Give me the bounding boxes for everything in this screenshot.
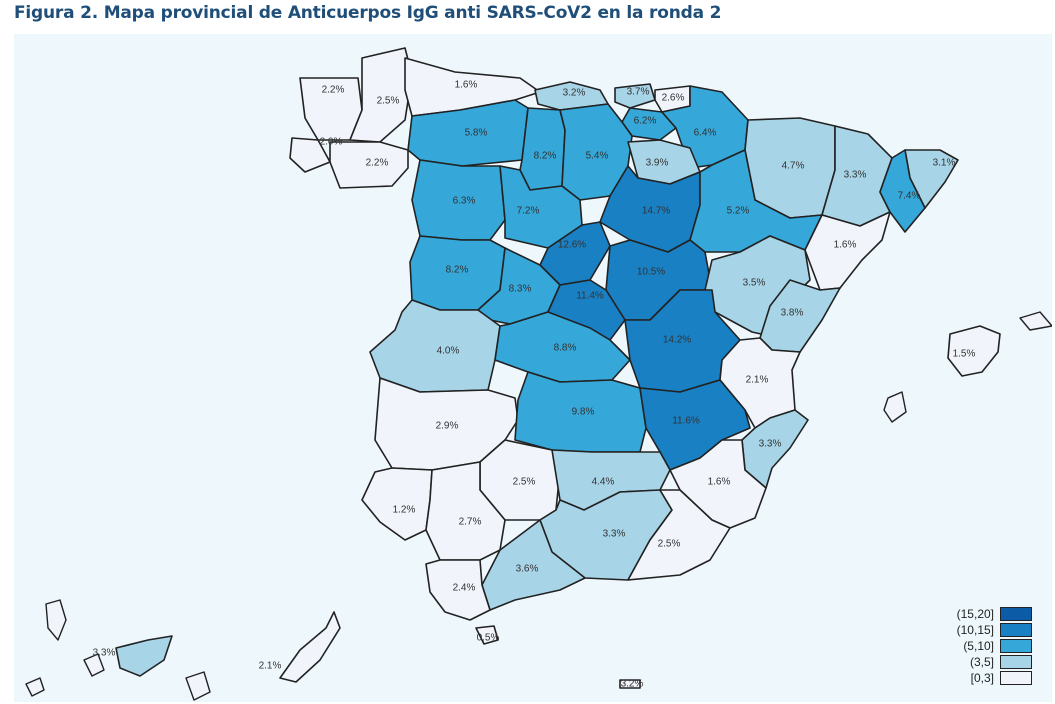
province-shape[interactable] xyxy=(115,635,173,677)
province-value-label: 6.3% xyxy=(453,196,476,207)
province-shape[interactable] xyxy=(947,325,1001,377)
legend-label: (3,5] xyxy=(969,655,994,669)
province-value-label: 4.0% xyxy=(437,346,460,357)
legend-label: [0,3] xyxy=(970,671,994,685)
province-value-label: 3.1% xyxy=(933,158,956,169)
legend-item: [0,3] xyxy=(934,670,1032,686)
province-value-label: 11.4% xyxy=(576,291,604,302)
legend-label: (5,10] xyxy=(963,639,994,653)
province-value-label: 12.6% xyxy=(558,240,586,251)
province-shape[interactable] xyxy=(329,141,409,189)
province-value-label: 2.6% xyxy=(662,93,685,104)
province-value-label: 1.6% xyxy=(834,240,857,251)
province-shape[interactable] xyxy=(627,489,731,581)
province-value-label: 6.2% xyxy=(634,116,657,127)
province-value-label: 3.7% xyxy=(627,87,650,98)
province-shape[interactable] xyxy=(369,299,501,393)
province-value-label: 10.5% xyxy=(637,267,665,278)
province-value-label: 3.9% xyxy=(646,158,669,169)
province-value-label: 8.2% xyxy=(446,265,469,276)
province-map: 2.2% 2.5% 1.6% 2.0% 2.2% 3.2% 3.7% 2.6% 6.2% 5.8%… xyxy=(25,47,1052,701)
province-shape[interactable] xyxy=(614,83,656,109)
province-value-label: 1.5% xyxy=(953,349,976,360)
province-value-label: 1.6% xyxy=(708,477,731,488)
province-value-label: 2.1% xyxy=(259,661,282,672)
province-shape[interactable] xyxy=(349,47,413,143)
province-value-label: 4.7% xyxy=(782,161,805,172)
province-value-label: 5.2% xyxy=(727,206,750,217)
province-value-label: 1.2% xyxy=(393,505,416,516)
province-shape[interactable] xyxy=(475,625,499,645)
province-value-label: 8.3% xyxy=(509,284,532,295)
province-shape[interactable] xyxy=(279,611,341,683)
island-shape xyxy=(883,391,907,423)
legend-item: (10,15] xyxy=(934,622,1032,638)
island-shape xyxy=(83,653,105,677)
province-value-label: 2.4% xyxy=(453,583,476,594)
province-value-label: 4.4% xyxy=(592,477,615,488)
province-value-label: 3.3% xyxy=(759,439,782,450)
province-value-label: 3.8% xyxy=(781,308,804,319)
province-value-label: 0.5% xyxy=(477,633,500,644)
province-shape[interactable] xyxy=(289,137,331,173)
legend-swatch xyxy=(1000,623,1032,637)
map-panel: 2.2% 2.5% 1.6% 2.0% 2.2% 3.2% 3.7% 2.6% 6.2% 5.8%… xyxy=(14,34,1052,702)
province-shape[interactable] xyxy=(804,211,891,291)
figure-title: Figura 2. Mapa provincial de Anticuerpos… xyxy=(14,3,722,23)
province-value-label: 8.8% xyxy=(554,343,577,354)
legend-swatch xyxy=(1000,671,1032,685)
province-value-label: 6.4% xyxy=(694,128,717,139)
province-value-label: 2.0% xyxy=(320,137,343,148)
legend-swatch xyxy=(1000,639,1032,653)
province-value-label: 2.2% xyxy=(366,158,389,169)
province-value-label: 5.4% xyxy=(586,151,609,162)
province-value-label: 2.1% xyxy=(746,375,769,386)
province-value-label: 7.4% xyxy=(898,191,921,202)
legend-item: (5,10] xyxy=(934,638,1032,654)
map-legend: (15,20] (10,15] (5,10] (3,5] [0,3] xyxy=(934,606,1032,686)
province-value-label: 3.2% xyxy=(621,679,644,690)
island-shape xyxy=(25,677,45,697)
province-value-label: 2.5% xyxy=(513,477,536,488)
province-value-label: 11.6% xyxy=(672,416,700,427)
legend-label: (15,20] xyxy=(956,607,994,621)
island-shape xyxy=(185,671,211,701)
province-value-label: 3.2% xyxy=(563,88,586,99)
province-value-label: 3.6% xyxy=(516,564,539,575)
province-shape[interactable] xyxy=(499,165,583,249)
legend-item: (15,20] xyxy=(934,606,1032,622)
province-value-label: 2.9% xyxy=(436,421,459,432)
legend-swatch xyxy=(1000,655,1032,669)
province-value-label: 2.5% xyxy=(658,539,681,550)
legend-swatch xyxy=(1000,607,1032,621)
province-value-label: 8.2% xyxy=(534,151,557,162)
province-value-label: 2.2% xyxy=(322,85,345,96)
legend-label: (10,15] xyxy=(956,623,994,637)
province-value-label: 2.7% xyxy=(459,517,482,528)
province-value-label: 14.2% xyxy=(663,335,691,346)
province-value-label: 14.7% xyxy=(642,206,670,217)
province-value-label: 2.5% xyxy=(377,96,400,107)
province-shape[interactable] xyxy=(425,461,506,561)
province-value-label: 7.2% xyxy=(517,206,540,217)
province-value-label: 3.5% xyxy=(743,278,766,289)
island-shape xyxy=(45,599,67,641)
province-value-label: 3.3% xyxy=(844,170,867,181)
province-shape[interactable] xyxy=(519,107,566,191)
province-value-label: 9.8% xyxy=(572,407,595,418)
island-shape xyxy=(1019,311,1052,331)
province-value-label: 3.3% xyxy=(603,529,626,540)
province-shape[interactable] xyxy=(425,559,491,621)
province-value-label: 5.8% xyxy=(465,128,488,139)
legend-item: (3,5] xyxy=(934,654,1032,670)
province-shape[interactable] xyxy=(879,149,926,233)
province-shape[interactable] xyxy=(619,679,641,689)
province-value-label: 3.3% xyxy=(93,648,116,659)
province-value-label: 1.6% xyxy=(455,80,478,91)
